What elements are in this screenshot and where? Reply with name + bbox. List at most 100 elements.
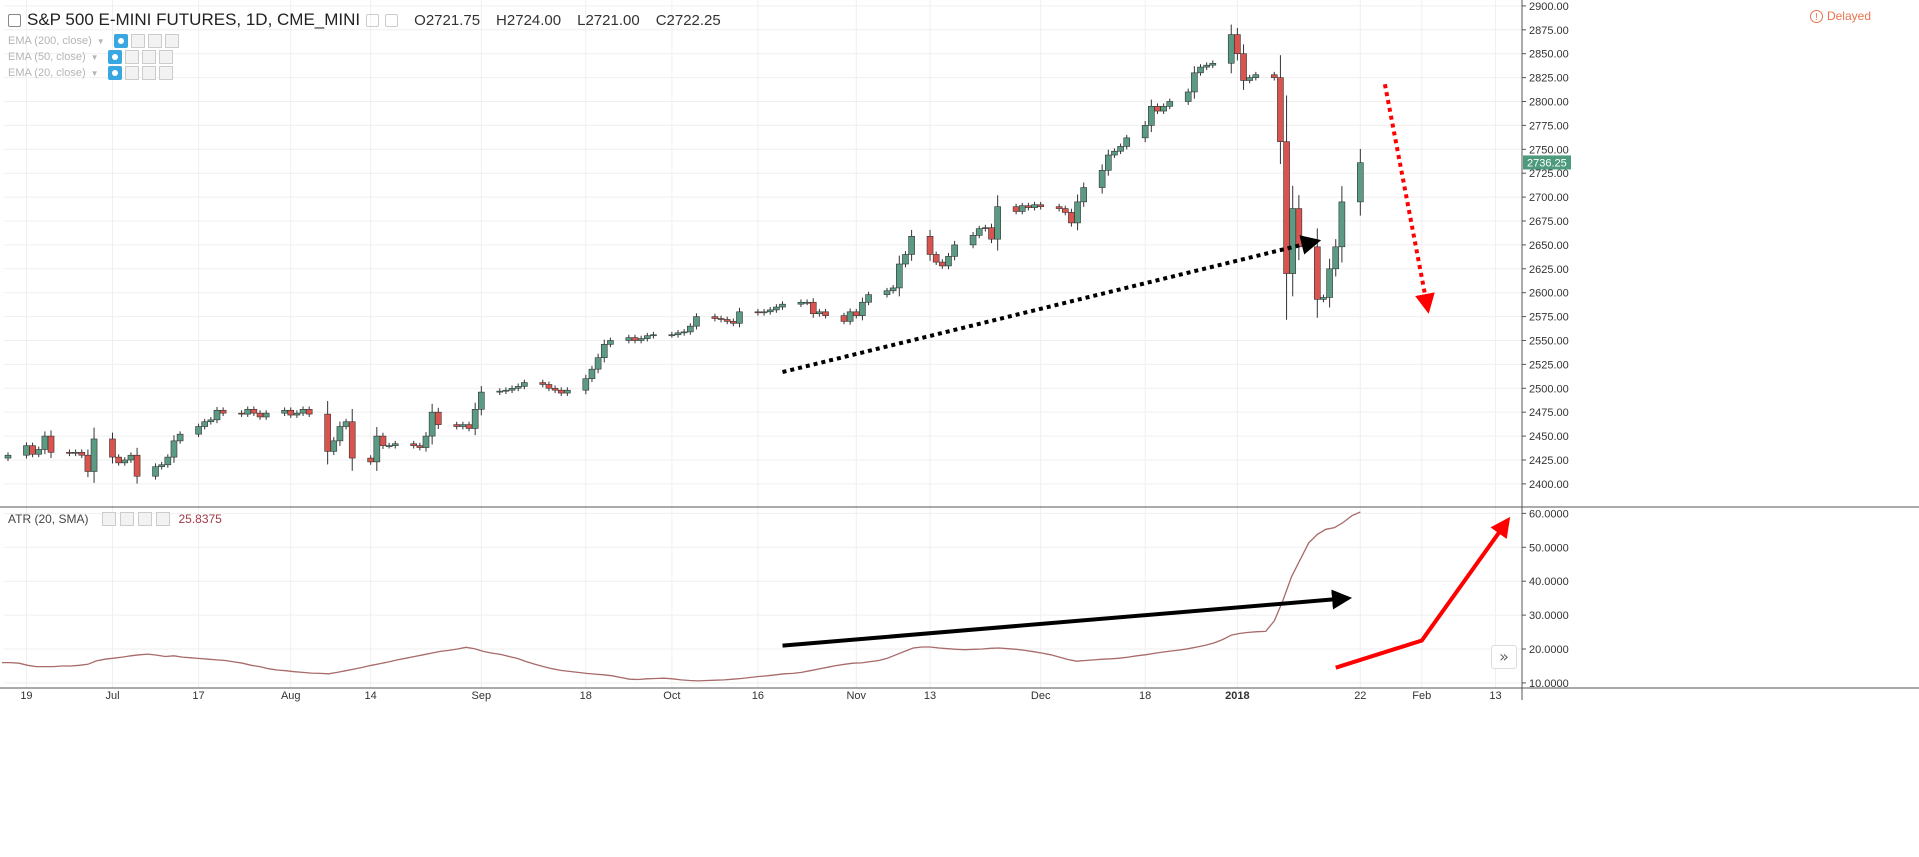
candle-body	[1037, 204, 1044, 207]
candle-body	[1338, 201, 1346, 248]
warning-circle-icon: !	[1809, 9, 1823, 23]
price-tick-label: 2825.00	[1529, 73, 1569, 85]
candle-body	[902, 254, 909, 265]
dropdown-arrow-icon[interactable]: ▼	[96, 36, 105, 46]
candle-body	[1166, 101, 1174, 107]
close-icon[interactable]	[158, 50, 173, 64]
eye-icon[interactable]	[102, 512, 117, 526]
atr-tick-label: 50.0000	[1529, 542, 1569, 554]
price-tick-label: 2525.00	[1529, 359, 1569, 371]
eye-icon[interactable]	[107, 66, 122, 80]
symbol-title[interactable]: S&P 500 E-MINI FUTURES, 1D, CME_MINI	[27, 10, 361, 29]
delayed-badge[interactable]: ! Delayed	[1809, 9, 1871, 23]
collapse-icon[interactable]	[8, 13, 21, 27]
candle-body	[582, 378, 590, 391]
candle-body	[90, 438, 98, 472]
price-tick-label: 2700.00	[1529, 192, 1569, 204]
candle-body	[1326, 268, 1333, 298]
bottom-blank	[0, 700, 1919, 857]
price-tick-label: 2400.00	[1529, 479, 1569, 491]
settings-icon[interactable]	[124, 66, 139, 80]
candle-body	[1068, 212, 1075, 224]
candle-body	[564, 389, 571, 394]
atr-tick-label: 40.0000	[1529, 576, 1569, 588]
atr-tick-label: 30.0000	[1529, 610, 1569, 622]
candle-body	[1074, 201, 1081, 224]
indicator-label[interactable]: EMA (20, close)	[8, 67, 86, 79]
candle-body	[348, 421, 356, 459]
grid-lines	[4, 0, 1522, 688]
candle-body	[293, 412, 301, 416]
indicator-row-ema50[interactable]: EMA (50, close) ▼	[8, 49, 173, 65]
candle-body	[1313, 246, 1321, 300]
candle-body	[717, 318, 725, 320]
eye-icon[interactable]	[107, 50, 122, 64]
candle-body	[687, 325, 694, 333]
add-icon[interactable]	[141, 66, 156, 80]
price-tick-label: 2425.00	[1529, 455, 1569, 467]
candle-body	[797, 301, 805, 305]
atr-label[interactable]: ATR (20, SMA)	[8, 512, 89, 526]
price-tick-label: 2750.00	[1529, 144, 1569, 156]
hide-icon[interactable]	[385, 13, 399, 27]
date-tick-label: 18	[1139, 690, 1151, 702]
candle-body	[1117, 146, 1124, 152]
indicator-label[interactable]: EMA (200, close)	[8, 35, 92, 47]
settings-icon[interactable]	[366, 13, 380, 27]
date-tick-label: Jul	[105, 690, 119, 702]
date-tick-label: 18	[580, 690, 592, 702]
candle-body	[1061, 208, 1069, 213]
indicator-row-ema20[interactable]: EMA (20, close) ▼	[8, 65, 173, 81]
add-icon[interactable]	[141, 50, 156, 64]
candle-body	[1184, 91, 1192, 102]
dropdown-arrow-icon[interactable]: ▼	[90, 68, 99, 78]
candle-body	[1025, 205, 1032, 208]
candle-body	[945, 256, 952, 267]
candle-body	[1203, 64, 1210, 68]
eye-icon[interactable]	[113, 34, 128, 48]
candle-body	[889, 287, 897, 292]
add-icon[interactable]	[147, 34, 162, 48]
trend-arrow-dotted	[782, 235, 1322, 374]
candle-body	[1148, 105, 1155, 126]
close-icon[interactable]	[164, 34, 179, 48]
scroll-to-realtime-button[interactable]: »	[1491, 645, 1517, 669]
candle-body	[1080, 187, 1088, 203]
price-tick-label: 2550.00	[1529, 335, 1569, 347]
candle-body	[1332, 246, 1340, 270]
candle-body	[4, 454, 12, 459]
candle-body	[932, 254, 940, 263]
candle-body	[213, 409, 221, 421]
add-icon[interactable]	[138, 512, 153, 526]
candle-body	[822, 311, 829, 316]
close-icon[interactable]	[158, 66, 173, 80]
candle-body	[121, 459, 129, 464]
candle-body	[281, 409, 288, 414]
candle-body	[883, 290, 891, 295]
indicator-row-ema200[interactable]: EMA (200, close) ▼	[8, 33, 179, 49]
settings-icon[interactable]	[130, 34, 145, 48]
candle-body	[453, 424, 461, 427]
symbol-header: S&P 500 E-MINI FUTURES, 1D, CME_MINI O27…	[8, 10, 721, 30]
close-icon[interactable]	[156, 512, 171, 526]
candle-body	[29, 445, 36, 455]
candle-body	[846, 311, 854, 322]
candle-body	[539, 382, 547, 385]
candle-body	[551, 387, 559, 391]
indicator-label[interactable]: EMA (50, close)	[8, 51, 86, 63]
settings-icon[interactable]	[120, 512, 135, 526]
price-tick-label: 2600.00	[1529, 288, 1569, 300]
price-tick-label: 2875.00	[1529, 25, 1569, 37]
candle-body	[1283, 141, 1290, 274]
price-candles	[4, 24, 1364, 484]
candle-body	[594, 357, 602, 370]
candle-body	[133, 454, 141, 477]
atr-series	[1, 511, 1361, 682]
candle-body	[1191, 72, 1198, 93]
dropdown-arrow-icon[interactable]: ▼	[90, 52, 99, 62]
candle-body	[736, 311, 743, 324]
price-tick-label: 2650.00	[1529, 240, 1569, 252]
candle-body	[428, 411, 436, 437]
settings-icon[interactable]	[124, 50, 139, 64]
